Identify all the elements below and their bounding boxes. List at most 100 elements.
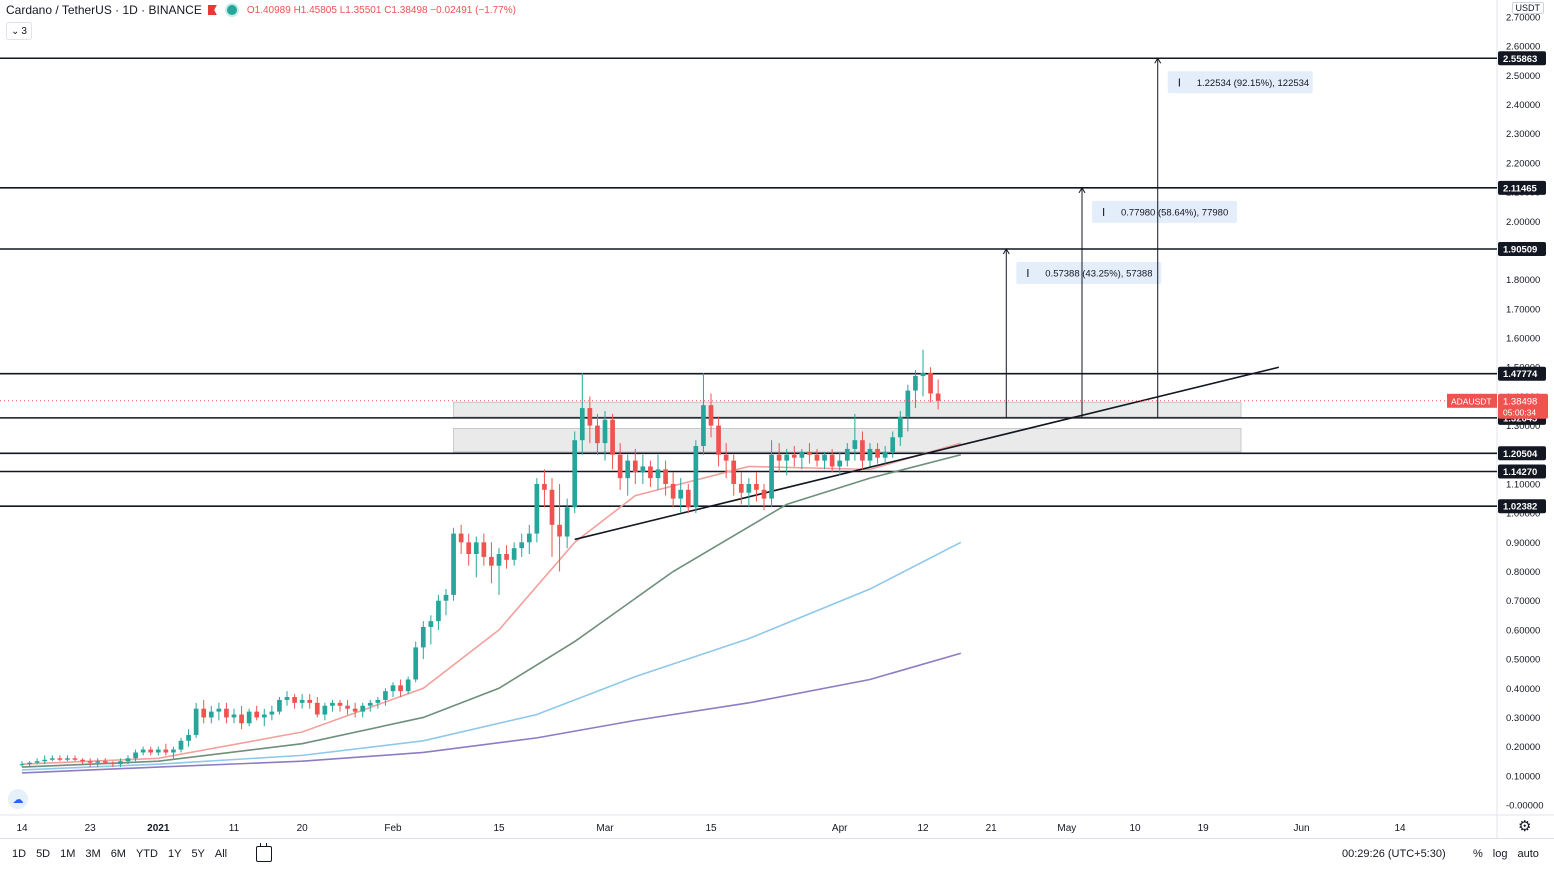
- candle-body: [860, 440, 865, 461]
- bottom-toolbar: 1D 5D 1M 3M 6M YTD 1Y 5Y All 00:29:26 (UTC+5:30)…: [0, 838, 1554, 871]
- level-price-label: 1.32643: [1503, 413, 1537, 424]
- timeframe-button[interactable]: 6M: [110, 848, 126, 860]
- candle-body: [307, 699, 313, 703]
- cloud-icon[interactable]: ☁: [8, 789, 28, 809]
- candle-body: [330, 702, 335, 706]
- candle-body: [852, 440, 858, 449]
- candle-body: [754, 483, 759, 490]
- candle-body: [913, 375, 918, 391]
- y-tick-label: 0.80000: [1506, 567, 1540, 578]
- y-tick-label: 0.10000: [1506, 771, 1540, 782]
- y-tick-label: 0.20000: [1506, 742, 1540, 753]
- timeframe-button[interactable]: 3M: [85, 848, 101, 860]
- candle-body: [375, 699, 381, 703]
- price-chart[interactable]: Ⅰ 0.57388 (43.25%), 57388 Ⅰ 0.77980 (58.64%…: [0, 0, 1554, 840]
- ascending-trendline[interactable]: [574, 366, 1280, 541]
- level-price-tag[interactable]: [1498, 366, 1546, 381]
- y-tick-label: 1.80000: [1506, 275, 1540, 286]
- y-tick-label: 2.70000: [1506, 13, 1540, 24]
- timeframe-button[interactable]: 1Y: [167, 848, 182, 860]
- candle-body: [208, 711, 214, 718]
- current-price-tag[interactable]: [1498, 393, 1548, 419]
- candle-body: [693, 446, 699, 508]
- candle-body: [224, 708, 229, 718]
- candle-body: [428, 621, 434, 627]
- symbol-title[interactable]: Cardano / TetherUS · 1D · BINANCE: [6, 3, 202, 17]
- level-price-label: 1.20504: [1503, 449, 1538, 460]
- scale-option[interactable]: auto: [1517, 848, 1539, 860]
- candle-body: [822, 454, 827, 461]
- candle-body: [844, 448, 850, 461]
- scale-option[interactable]: %: [1473, 848, 1483, 860]
- scale-options: % log auto: [1473, 848, 1539, 860]
- candle-body: [807, 451, 812, 455]
- candle-body: [875, 448, 880, 458]
- indicators-collapse-button[interactable]: ⌄ 3: [6, 22, 32, 40]
- candle-body: [284, 697, 290, 700]
- x-tick-label: 12: [917, 823, 929, 834]
- y-tick-label: 1.70000: [1506, 304, 1540, 315]
- candle-body: [731, 460, 737, 484]
- candle-body: [610, 419, 615, 455]
- level-price-tag[interactable]: [1498, 446, 1546, 461]
- candle-body: [685, 489, 691, 508]
- currency-badge[interactable]: USDT: [1511, 2, 1544, 14]
- level-price-label: 1.90509: [1503, 244, 1537, 255]
- flag-icon[interactable]: [207, 5, 217, 15]
- x-tick-label: 15: [493, 823, 505, 834]
- candle-body: [458, 533, 464, 543]
- y-tick-label: 1.10000: [1506, 479, 1540, 490]
- candle-body: [102, 761, 108, 763]
- timeframe-button[interactable]: 5Y: [191, 848, 205, 860]
- x-tick-label: 2021: [147, 823, 170, 834]
- candle-body: [133, 752, 138, 759]
- candle-body: [367, 702, 373, 706]
- candle-body: [549, 489, 555, 525]
- chevron-down-icon: ⌄: [11, 25, 20, 37]
- candle-body: [935, 393, 941, 401]
- level-price-tag[interactable]: [1498, 241, 1546, 256]
- candle-body: [337, 702, 343, 706]
- x-tick-label: 21: [986, 823, 998, 834]
- candle-body: [231, 714, 237, 718]
- level-price-tag[interactable]: [1498, 499, 1546, 514]
- candle-body: [383, 691, 388, 700]
- candle-body: [269, 711, 275, 715]
- candle-body: [723, 454, 729, 461]
- timeframe-button[interactable]: 1D: [12, 848, 27, 860]
- clock[interactable]: 00:29:26 (UTC+5:30): [1342, 848, 1446, 860]
- timeframe-button[interactable]: 1M: [60, 848, 76, 860]
- candle-body: [95, 761, 101, 763]
- timeframe-button[interactable]: All: [214, 848, 228, 860]
- support-zone[interactable]: [453, 401, 1242, 418]
- candle-body: [322, 705, 328, 715]
- symbol-tag[interactable]: [1447, 393, 1497, 408]
- x-tick-label: 23: [85, 823, 97, 834]
- level-price-tag[interactable]: [1498, 51, 1546, 66]
- candle-body: [360, 705, 366, 712]
- candle-body: [261, 714, 267, 718]
- level-price-tag[interactable]: [1498, 464, 1546, 479]
- candle-body: [254, 711, 260, 718]
- candle-body: [314, 702, 320, 715]
- measure-label: 0.57388 (43.25%), 57388: [1045, 268, 1152, 279]
- candle-body: [473, 542, 479, 555]
- gear-icon[interactable]: ⚙: [1518, 818, 1532, 835]
- candle-body: [867, 448, 873, 461]
- calendar-icon[interactable]: [256, 843, 272, 862]
- timeframe-button[interactable]: 5D: [36, 848, 51, 860]
- candle-body: [542, 483, 547, 490]
- x-tick-label: 14: [1394, 823, 1406, 834]
- level-price-tag[interactable]: [1498, 180, 1546, 195]
- candle-body: [292, 697, 297, 703]
- candle-body: [27, 762, 32, 765]
- candle-body: [595, 425, 600, 444]
- candle-body: [19, 764, 25, 766]
- y-tick-label: 1.00000: [1506, 509, 1540, 520]
- level-price-label: 1.47774: [1503, 369, 1538, 380]
- symbol-tag-label: ADAUSDT: [1451, 396, 1492, 406]
- scale-option[interactable]: log: [1492, 848, 1508, 860]
- timeframe-button[interactable]: YTD: [135, 848, 158, 860]
- candle-body: [905, 390, 911, 417]
- candle-body: [413, 647, 419, 680]
